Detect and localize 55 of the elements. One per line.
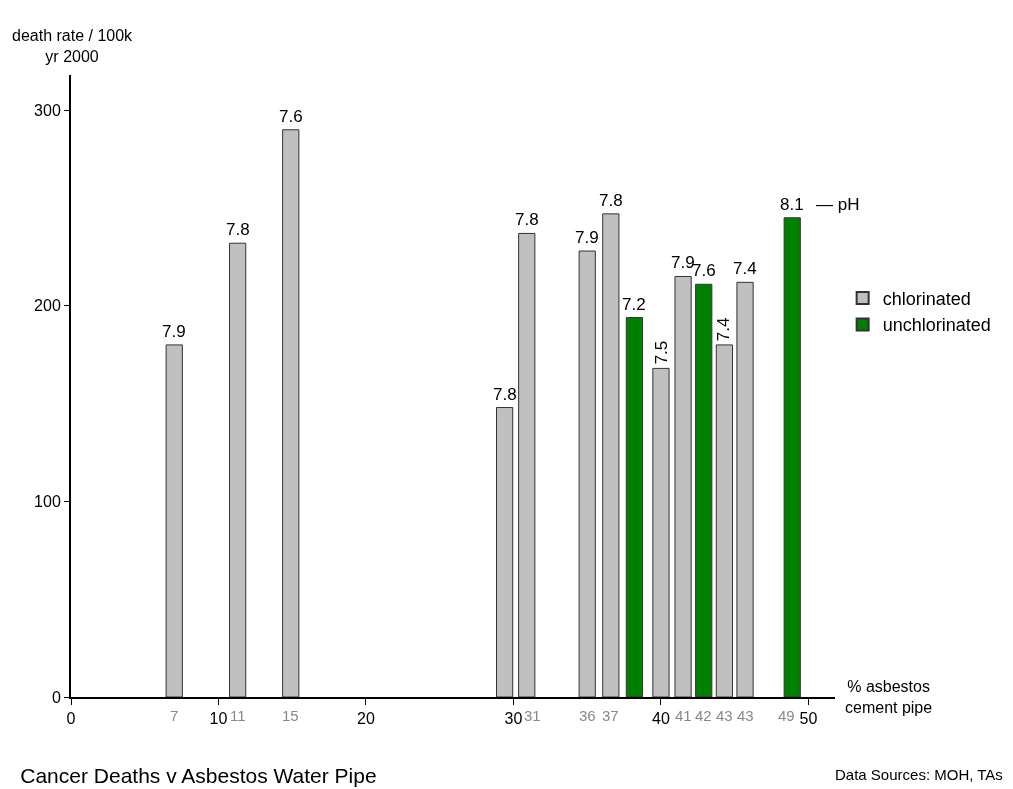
x-tick-label: 10 xyxy=(209,710,228,728)
bar xyxy=(578,250,596,697)
bar xyxy=(652,367,670,697)
annotation: 7.9 xyxy=(671,253,695,272)
annotation: 37 xyxy=(602,707,619,724)
annotation: 43 xyxy=(716,707,733,724)
annotation: 7.6 xyxy=(279,107,303,126)
x-tick-label: 0 xyxy=(66,710,76,728)
annotation: 7.8 xyxy=(493,385,517,404)
annotation: 11 xyxy=(230,707,246,724)
x-tick-label: 20 xyxy=(357,710,375,728)
x-tick-label: 50 xyxy=(799,710,818,728)
annotation: 43 xyxy=(737,707,754,724)
annotation: 7.2 xyxy=(622,295,646,314)
annotation: 7.9 xyxy=(575,228,599,247)
bar xyxy=(602,213,620,697)
annotation: 15 xyxy=(282,707,299,724)
bar xyxy=(229,242,247,697)
annotation: 31 xyxy=(524,707,541,724)
y-tick-label: 0 xyxy=(51,688,61,706)
annotation: 7.9 xyxy=(162,322,186,341)
annotation: 49 xyxy=(778,707,795,724)
annotation: 36 xyxy=(579,707,596,724)
text: Cancer Deaths v Asbestos Water Pipe xyxy=(20,763,377,787)
annotation: 7.8 xyxy=(599,191,623,210)
annotation: 7.8 xyxy=(226,220,250,239)
annotation: 7 xyxy=(170,707,179,724)
bar xyxy=(518,232,536,697)
bar xyxy=(282,129,300,697)
y-tick-label: 300 xyxy=(34,101,61,119)
annotation: 7.4 xyxy=(714,317,734,342)
x-axis-title: % asbestos cement pipe xyxy=(845,678,933,716)
legend-label: chlorinated xyxy=(882,289,971,310)
annotation: 42 xyxy=(695,707,712,724)
annotation: — pH xyxy=(816,195,860,214)
annotation: 7.8 xyxy=(515,210,539,229)
y-tick-label: 100 xyxy=(34,493,61,510)
x-tick-label: 40 xyxy=(652,710,670,728)
annotation: 7.5 xyxy=(651,340,671,365)
text: Data Sources: MOH, TAs xyxy=(835,766,1003,783)
bar xyxy=(715,344,733,697)
bar xyxy=(695,283,713,697)
annotation: 41 xyxy=(675,707,692,724)
annotation: 7.4 xyxy=(733,259,757,278)
bar xyxy=(674,275,692,697)
x-tick-label: 30 xyxy=(504,710,523,728)
legend-label: unchlorinated xyxy=(882,315,991,336)
bar xyxy=(736,281,754,697)
y-axis-title: death rate / 100k yr 2000 xyxy=(12,27,134,65)
annotation: 8.1 xyxy=(780,195,804,214)
bar xyxy=(783,217,801,697)
y-tick-label: 200 xyxy=(34,297,61,315)
bar xyxy=(496,407,514,697)
bar xyxy=(625,317,644,697)
bar xyxy=(165,344,183,697)
